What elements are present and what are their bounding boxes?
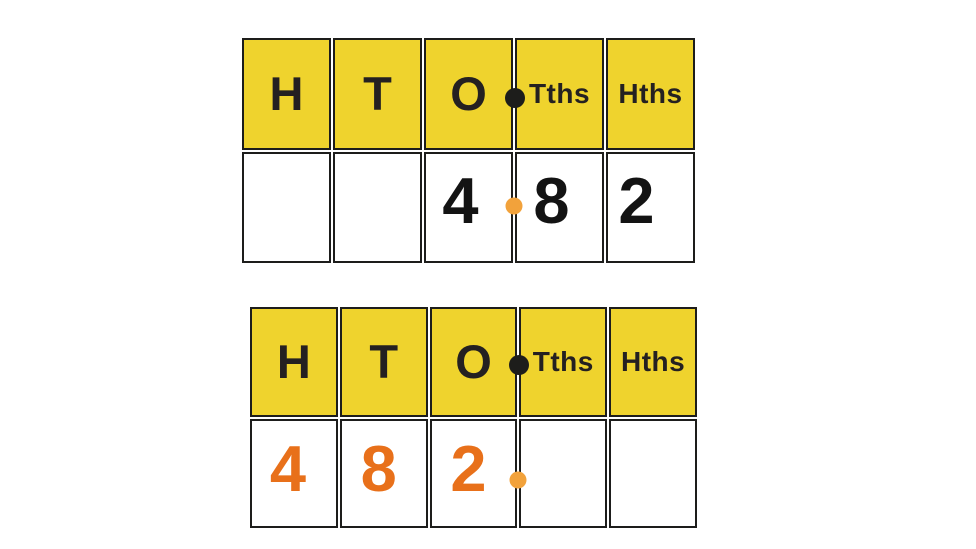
header-cell-hundreds: H bbox=[242, 38, 331, 150]
place-value-table-bottom: H T O Tths Hths 4 8 2 bbox=[250, 307, 697, 528]
header-cell-tenths: Tths bbox=[519, 307, 608, 417]
data-cell-ones: 2 bbox=[429, 418, 518, 528]
digit-hundreds: 4 bbox=[269, 431, 306, 505]
header-label-hundreds: H bbox=[276, 335, 311, 389]
header-decimal-point-icon bbox=[509, 355, 529, 375]
data-cell-tenths bbox=[519, 418, 608, 528]
data-cell-hundreds bbox=[242, 151, 331, 263]
header-label-hundreds: H bbox=[269, 67, 304, 121]
header-label-tenths: Tths bbox=[528, 77, 591, 109]
header-label-tenths: Tths bbox=[532, 345, 594, 377]
header-decimal-point-icon bbox=[505, 88, 525, 108]
digit-ones: 4 bbox=[442, 163, 479, 237]
row-decimal-point-icon bbox=[505, 197, 523, 215]
header-cell-ones: O bbox=[424, 38, 513, 150]
digit-hundredths: 2 bbox=[618, 163, 655, 237]
header-label-ones: O bbox=[450, 67, 487, 121]
data-cell-tenths: 8 bbox=[515, 151, 604, 263]
header-cell-ones: O bbox=[429, 307, 518, 417]
data-cell-hundredths bbox=[609, 418, 697, 528]
digit-ones: 2 bbox=[450, 431, 487, 505]
header-cell-hundredths: Hths bbox=[606, 38, 695, 150]
header-label-hundredths: Hths bbox=[620, 345, 686, 377]
data-cell-tens: 8 bbox=[339, 418, 428, 528]
place-value-table-top: H T O Tths Hths 4 8 2 bbox=[242, 38, 695, 263]
digit-tenths: 8 bbox=[533, 163, 570, 237]
data-cell-hundredths: 2 bbox=[606, 151, 695, 263]
header-cell-tenths: Tths bbox=[515, 38, 604, 150]
header-label-tens: T bbox=[363, 67, 392, 121]
header-label-tens: T bbox=[369, 335, 399, 389]
header-cell-hundreds: H bbox=[250, 307, 338, 417]
data-cell-hundreds: 4 bbox=[250, 418, 338, 528]
header-label-ones: O bbox=[455, 335, 492, 389]
header-label-hundredths: Hths bbox=[618, 77, 683, 109]
header-cell-hundredths: Hths bbox=[609, 307, 697, 417]
digit-tens: 8 bbox=[360, 431, 397, 505]
data-cell-ones: 4 bbox=[424, 151, 513, 263]
row-decimal-point-icon bbox=[509, 471, 527, 489]
header-cell-tens: T bbox=[339, 307, 428, 417]
header-cell-tens: T bbox=[333, 38, 422, 150]
data-cell-tens bbox=[333, 151, 422, 263]
